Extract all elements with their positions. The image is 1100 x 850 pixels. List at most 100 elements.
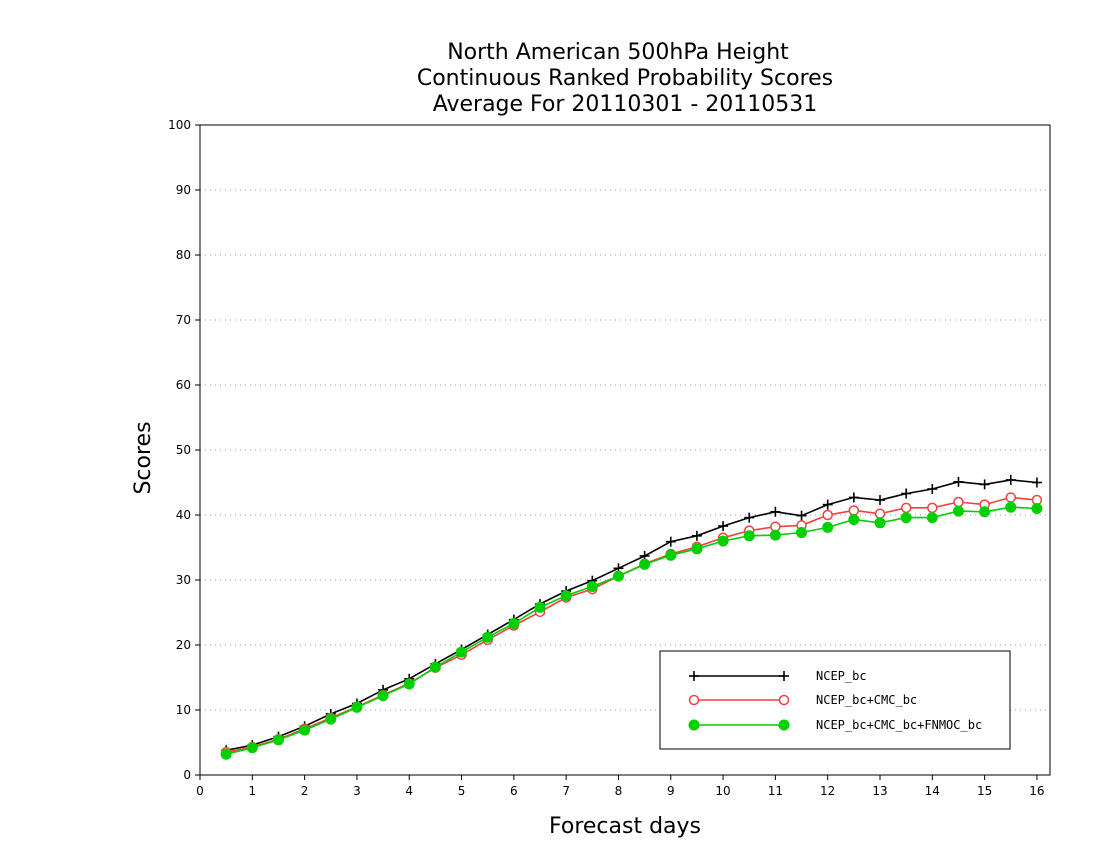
x-tick-label: 2: [301, 784, 309, 798]
open-circle-point-marker: [778, 694, 790, 706]
filled-circle-point-marker: [778, 719, 790, 731]
filled-circle-point-marker: [534, 601, 546, 613]
title-line-1: North American 500hPa Height: [447, 40, 789, 65]
y-tick-label: 40: [176, 508, 191, 522]
plus-point-marker: [822, 499, 833, 510]
filled-circle-point-marker: [560, 590, 572, 602]
y-tick-label: 0: [183, 768, 191, 782]
y-tick-label: 50: [176, 443, 191, 457]
plus-point-marker: [796, 510, 807, 521]
open-circle-point-marker: [688, 694, 700, 706]
filled-circle-point-marker: [612, 570, 624, 582]
legend-entry-2: NCEP_bc+CMC_bc: [688, 693, 917, 707]
legend: NCEP_bc NCEP_bc+CMC_bc NCEP_bc+CMC_bc+FNMO…: [659, 650, 1011, 750]
plus-point-marker: [718, 521, 729, 532]
legend-entry-3: NCEP_bc+CMC_bc+FNMOC_bc: [688, 718, 982, 732]
filled-circle-point-marker: [717, 535, 729, 547]
filled-circle-point-marker: [377, 690, 389, 702]
plus-point-marker: [848, 492, 859, 503]
legend-label: NCEP_bc+CMC_bc+FNMOC_bc: [816, 718, 982, 732]
y-tick-label: 80: [176, 248, 191, 262]
x-tick-label: 15: [977, 784, 992, 798]
filled-circle-point-marker: [691, 543, 703, 555]
plus-point-marker: [689, 671, 699, 681]
filled-circle-point-marker: [1031, 503, 1043, 514]
legend-label: NCEP_bc: [816, 669, 867, 683]
series-3: [220, 501, 1043, 760]
filled-circle-point-marker: [952, 505, 964, 517]
y-tick-label: 90: [176, 183, 191, 197]
y-tick-label: 30: [176, 573, 191, 587]
filled-circle-point-marker: [900, 512, 912, 524]
filled-circle-point-marker: [822, 521, 834, 533]
filled-circle-point-marker: [246, 742, 258, 754]
x-tick-label: 16: [1029, 784, 1044, 798]
plus-point-marker: [770, 506, 781, 517]
filled-circle-point-marker: [874, 517, 886, 529]
plus-point-marker: [927, 484, 938, 494]
x-tick-label: 8: [615, 784, 623, 798]
plus-point-marker: [1031, 477, 1042, 488]
title-line-3: Average For 20110301 - 20110531: [433, 92, 818, 117]
filled-circle-point-marker: [351, 701, 363, 713]
filled-circle-point-marker: [586, 581, 598, 592]
series-layer: [220, 474, 1043, 760]
filled-circle-point-marker: [688, 719, 700, 731]
plus-point-marker: [691, 530, 702, 541]
filled-circle-point-marker: [272, 734, 284, 746]
x-tick-label: 3: [353, 784, 361, 798]
plus-point-marker: [901, 488, 912, 499]
plus-point-marker: [1005, 474, 1016, 485]
x-tick-label: 10: [715, 784, 730, 798]
filled-circle-point-marker: [848, 514, 860, 526]
filled-circle-point-marker: [743, 530, 755, 542]
y-tick-label: 10: [176, 703, 191, 717]
plus-point-marker: [665, 536, 676, 547]
filled-circle-point-marker: [456, 646, 468, 658]
filled-circle-point-marker: [796, 527, 808, 539]
filled-circle-point-marker: [299, 724, 311, 736]
x-axis: 0 1 2 3 4 5 6 7 8 9 10 11 12 13 14 15 16: [196, 775, 1045, 798]
title-line-2: Continuous Ranked Probability Scores: [417, 66, 833, 91]
filled-circle-point-marker: [639, 558, 651, 570]
plus-point-marker: [875, 495, 885, 506]
x-tick-label: 0: [196, 784, 204, 798]
x-tick-label: 13: [872, 784, 887, 798]
chart-title: North American 500hPa Height Continuous …: [417, 40, 833, 117]
plus-point-marker: [953, 476, 964, 487]
x-tick-label: 11: [768, 784, 783, 798]
filled-circle-point-marker: [665, 549, 677, 561]
y-axis: 0 10 20 30 40 50 60 70 80 90 100: [168, 118, 200, 782]
x-tick-label: 4: [405, 784, 413, 798]
filled-circle-point-marker: [979, 506, 991, 518]
filled-circle-point-marker: [1005, 501, 1017, 513]
open-circle-point-marker: [953, 496, 964, 508]
x-tick-label: 9: [667, 784, 675, 798]
filled-circle-point-marker: [403, 678, 415, 690]
y-tick-label: 20: [176, 638, 191, 652]
x-tick-label: 1: [248, 784, 256, 798]
open-circle-point-marker: [874, 508, 886, 519]
filled-circle-point-marker: [482, 631, 494, 643]
plus-point-marker: [744, 512, 755, 523]
plus-point-marker: [779, 671, 789, 681]
filled-circle-point-marker: [508, 618, 520, 630]
open-circle-point-marker: [1005, 492, 1017, 503]
x-tick-label: 6: [510, 784, 518, 798]
x-tick-label: 5: [458, 784, 466, 798]
filled-circle-point-marker: [325, 713, 337, 725]
x-tick-label: 14: [925, 784, 940, 798]
x-axis-label: Forecast days: [549, 814, 701, 839]
filled-circle-point-marker: [220, 748, 232, 760]
filled-circle-point-marker: [926, 512, 938, 524]
y-tick-label: 70: [176, 313, 191, 327]
y-axis-label: Scores: [131, 421, 156, 494]
y-tick-label: 100: [168, 118, 191, 132]
series-line: [226, 479, 1037, 752]
legend-entry-1: NCEP_bc: [689, 669, 867, 683]
plus-point-marker: [979, 479, 990, 490]
y-tick-label: 60: [176, 378, 191, 392]
gridlines: [200, 189, 1050, 711]
filled-circle-point-marker: [769, 529, 781, 541]
